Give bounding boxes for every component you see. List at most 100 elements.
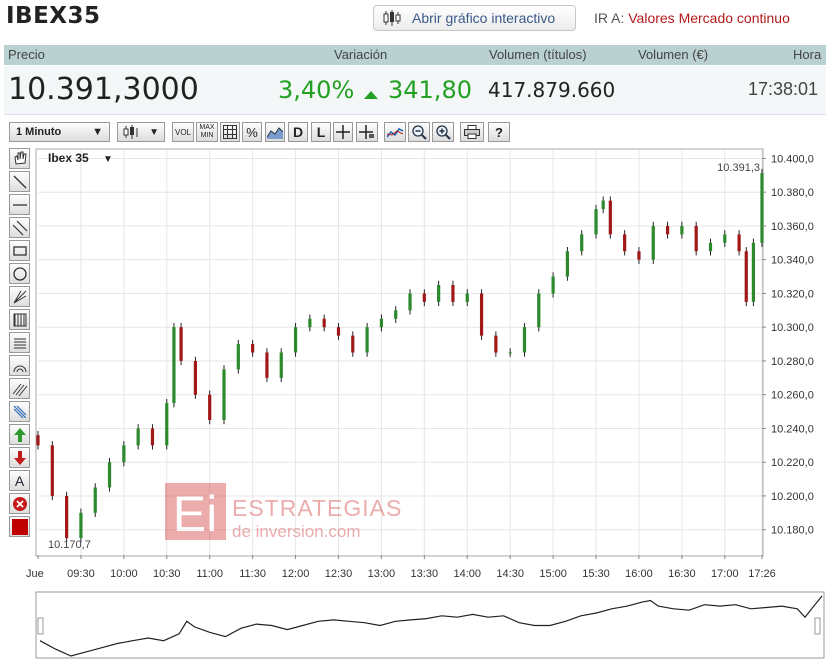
candle [179,322,183,366]
delete-tool[interactable] [9,493,30,514]
candle-body [437,285,441,302]
candle [394,306,398,323]
arrow-up-tool[interactable] [9,424,30,445]
candle [494,331,498,357]
hand-tool[interactable] [9,148,30,169]
x-tick-label: 11:30 [239,568,266,580]
zoom-in-button[interactable] [432,122,454,142]
horizontal-line-tool[interactable] [9,194,30,215]
arc-tool[interactable] [9,355,30,376]
horizontal-lines-tool[interactable] [9,332,30,353]
line-icon [13,175,26,188]
compare-button[interactable] [265,122,285,142]
percent-button[interactable]: % [242,122,262,142]
candle [36,430,40,450]
watermark-logo: Ei ESTRATEGIAS de inversion.com [165,483,402,542]
header-volumen-euros: Volumen (€) [638,47,709,62]
candle-body [494,335,498,353]
candle-body [379,318,383,328]
open-interactive-chart-button[interactable]: Abrir gráfico interactivo [373,5,576,31]
candle [136,424,140,450]
candle-body [150,428,155,446]
channel-tool[interactable] [9,217,30,238]
watermark-line2: de inversion.com [232,522,361,541]
candle [680,221,684,239]
chart-toolbar: 1 Minuto ▼ ▼ VOL MAX MIN % D L ? [0,120,826,146]
x-tick-label: 17:00 [711,568,739,580]
x-tick-label: 10:30 [153,568,181,580]
log-button[interactable]: L [311,122,331,142]
min-price-label: 10.170,7 [48,539,91,551]
chart-title-dropdown-icon[interactable]: ▼ [103,154,113,165]
print-button[interactable] [460,122,484,142]
candle-body [172,327,176,404]
candle [737,230,741,256]
candle-body [422,293,426,302]
navigator[interactable] [35,591,825,659]
y-tick-label: 10.360,0 [771,221,814,233]
navigator-left-handle[interactable] [37,617,44,635]
candle [408,289,412,315]
x-tick-label: Jue [26,568,44,580]
chevron-down-icon: ▼ [149,126,159,138]
interval-select[interactable]: 1 Minuto ▼ [9,122,110,142]
candle-body [751,242,756,302]
crosshair-value-icon [359,125,374,139]
color-picker-tool[interactable] [9,516,30,537]
fan-tool[interactable] [9,286,30,307]
candle [594,204,598,239]
gann-tool[interactable] [9,401,30,422]
candle [50,441,54,501]
candle-body [723,234,727,243]
candle [608,196,612,239]
candle [322,314,326,332]
rectangle-tool[interactable] [9,240,30,261]
hand-icon [13,151,27,165]
candle-body [594,209,598,235]
candle-body [744,251,748,302]
navigator-frame [35,591,825,659]
crosshair-value-button[interactable] [356,122,378,142]
candle [437,280,441,307]
x-axis: Jue 09:30 10:00 10:30 11:00 11:30 12:00 12:30 13… [26,555,776,580]
parallel-lines-tool[interactable] [9,378,30,399]
circle-icon [12,266,27,281]
text-tool[interactable]: A [9,470,30,491]
grid-button[interactable] [220,122,240,142]
navigator-right-handle[interactable] [814,617,821,635]
daily-button[interactable]: D [288,122,308,142]
candle [236,339,240,374]
volume-button[interactable]: VOL [172,122,194,142]
ir-a-label: IR A: [594,10,625,26]
grid-icon [223,125,237,139]
indicators-button[interactable] [384,122,406,142]
candlestick-icon [383,10,401,26]
candle-body [601,200,605,210]
vertical-lines-tool[interactable] [9,309,30,330]
watermark-line1: ESTRATEGIAS [232,495,402,521]
x-tick-label: 13:30 [411,568,439,580]
x-tick-label: 10:00 [110,568,138,580]
zoom-out-button[interactable] [408,122,430,142]
maxmin-button[interactable]: MAX MIN [196,122,218,142]
circle-tool[interactable] [9,263,30,284]
candle-body [136,428,140,446]
line-tool[interactable] [9,171,30,192]
candle-body [122,445,126,463]
crosshair-button[interactable] [333,122,353,142]
arrow-down-tool[interactable] [9,447,30,468]
volume-label: VOL [174,127,191,137]
help-button[interactable]: ? [488,122,510,142]
candle [708,238,713,256]
chart-type-select[interactable]: ▼ [117,122,165,142]
quote-change-pts: 341,80 [388,76,472,104]
y-tick-label: 10.260,0 [771,390,814,402]
x-tick-label: 13:00 [368,568,396,580]
candle-body [565,251,570,277]
y-tick-label: 10.340,0 [771,255,814,267]
candle-body [637,251,641,260]
candle [65,491,69,543]
ir-a-link[interactable]: Valores Mercado continuo [628,10,790,26]
candle [565,247,570,281]
